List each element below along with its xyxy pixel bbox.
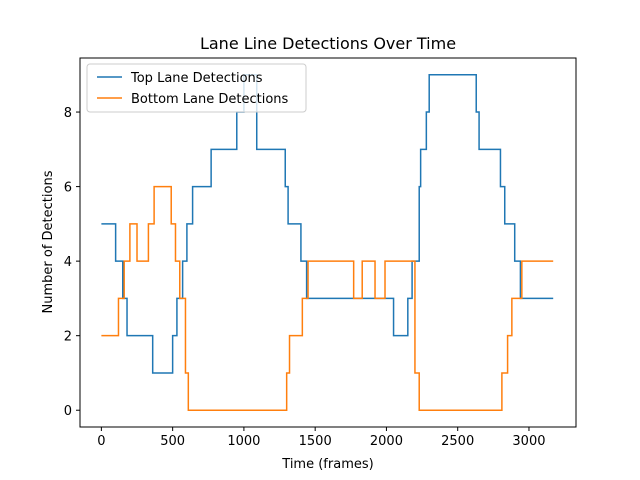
- chart-title: Lane Line Detections Over Time: [200, 34, 456, 53]
- legend-label-1: Top Lane Detections: [130, 71, 263, 86]
- y-axis-label: Number of Detections: [41, 170, 56, 313]
- y-tick-label: 0: [64, 404, 72, 419]
- plot-area: [101, 74, 554, 411]
- x-tick-label: 1000: [227, 434, 260, 449]
- ticks: 0 500 1000 1500 2000 2500 3000 0 2 4 6 8: [64, 106, 546, 449]
- x-tick-label: 2000: [370, 434, 403, 449]
- y-tick-label: 2: [64, 330, 72, 345]
- y-tick-label: 6: [64, 181, 72, 196]
- plot-frame: [79, 57, 577, 428]
- legend: Top Lane Detections Bottom Lane Detection…: [86, 63, 307, 113]
- x-tick-label: 0: [97, 434, 105, 449]
- legend-label-2: Bottom Lane Detections: [131, 92, 289, 107]
- x-tick-label: 3000: [512, 434, 545, 449]
- y-tick-label: 8: [64, 106, 72, 121]
- x-tick-label: 2500: [441, 434, 474, 449]
- series-line-1: [101, 74, 554, 374]
- x-tick-label: 500: [160, 434, 185, 449]
- y-tick-label: 4: [64, 255, 72, 270]
- x-tick-label: 1500: [299, 434, 332, 449]
- x-axis-label: Time (frames): [281, 457, 373, 472]
- series-line-2: [101, 185, 554, 411]
- legend-box: [86, 63, 307, 113]
- axes: [79, 57, 577, 428]
